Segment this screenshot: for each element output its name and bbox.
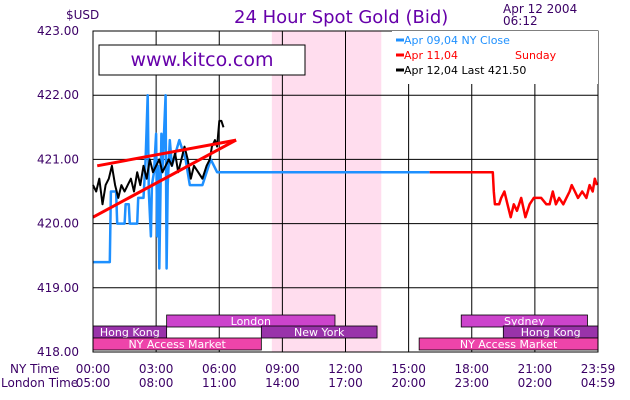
ny-time-label: NY Time	[10, 362, 60, 376]
ny-tick-label: 06:00	[202, 362, 237, 376]
y-tick-label: 420.00	[37, 217, 79, 231]
y-tick-label: 422.00	[37, 88, 79, 102]
currency-label: $USD	[66, 8, 99, 22]
plot-frame	[92, 30, 599, 353]
session-label: Hong Kong	[521, 326, 581, 339]
series-line	[429, 170, 599, 219]
session-label: London	[231, 315, 271, 328]
legend-label: Apr 11,04	[404, 49, 458, 62]
ny-tick-label: 09:00	[265, 362, 300, 376]
session-label: NY Access Market	[460, 338, 558, 351]
london-tick-label: 17:00	[328, 376, 363, 390]
legend-box	[392, 31, 598, 84]
y-tick-label: 419.00	[37, 281, 79, 295]
trend-line	[92, 138, 237, 219]
chart-title: 24 Hour Spot Gold (Bid)	[234, 7, 448, 28]
london-tick-label: 05:00	[76, 376, 111, 390]
session-label: NY Access Market	[128, 338, 226, 351]
london-time-label: London Time	[1, 376, 78, 390]
y-tick-label: 423.00	[37, 24, 79, 38]
london-tick-label: 23:00	[454, 376, 489, 390]
ny-tick-label: 21:00	[518, 362, 553, 376]
watermark-text: www.kitco.com	[130, 49, 273, 71]
legend-label: Apr 12,04 Last 421.50	[404, 64, 526, 77]
session-bar	[260, 325, 378, 339]
shaded-region	[271, 31, 382, 352]
london-tick-label: 02:00	[518, 376, 553, 390]
ny-tick-label: 15:00	[391, 362, 426, 376]
date-label: Apr 12 2004	[503, 2, 577, 16]
ny-tick-label: 03:00	[139, 362, 174, 376]
trend-line	[96, 138, 237, 168]
watermark-box	[98, 44, 306, 76]
session-label: New York	[294, 326, 345, 339]
x-axis-ticks: 00:00 03:00 06:00 09:00 12:00 15:00 18:00 21:00…	[76, 362, 616, 390]
london-tick-label: 14:00	[265, 376, 300, 390]
y-axis-ticks: 418.00 419.00 420.00 421.00 422.00 423.00	[37, 24, 79, 359]
series-line	[93, 93, 430, 270]
london-tick-label: 11:00	[202, 376, 237, 390]
y-tick-label: 421.00	[37, 152, 79, 166]
london-tick-label: 08:00	[139, 376, 174, 390]
legend-label: Apr 09,04 NY Close	[404, 34, 510, 47]
session-label: Sydney	[504, 315, 545, 328]
ny-tick-label: 23:59	[581, 362, 616, 376]
london-tick-label: 20:00	[391, 376, 426, 390]
ny-tick-label: 18:00	[454, 362, 489, 376]
price-series	[92, 93, 599, 270]
y-tick-label: 418.00	[37, 345, 79, 359]
london-tick-label: 04:59	[581, 376, 616, 390]
legend-sublabel: Sunday	[515, 49, 557, 62]
time-label: 06:12	[503, 14, 538, 28]
session-label: Hong Kong	[100, 326, 160, 339]
legend: Apr 09,04 NY Close Apr 11,04 Sunday Apr 12,…	[392, 31, 598, 84]
ny-tick-label: 00:00	[76, 362, 111, 376]
ny-tick-label: 12:00	[328, 362, 363, 376]
series-line	[92, 119, 225, 206]
session-bar	[166, 314, 336, 328]
